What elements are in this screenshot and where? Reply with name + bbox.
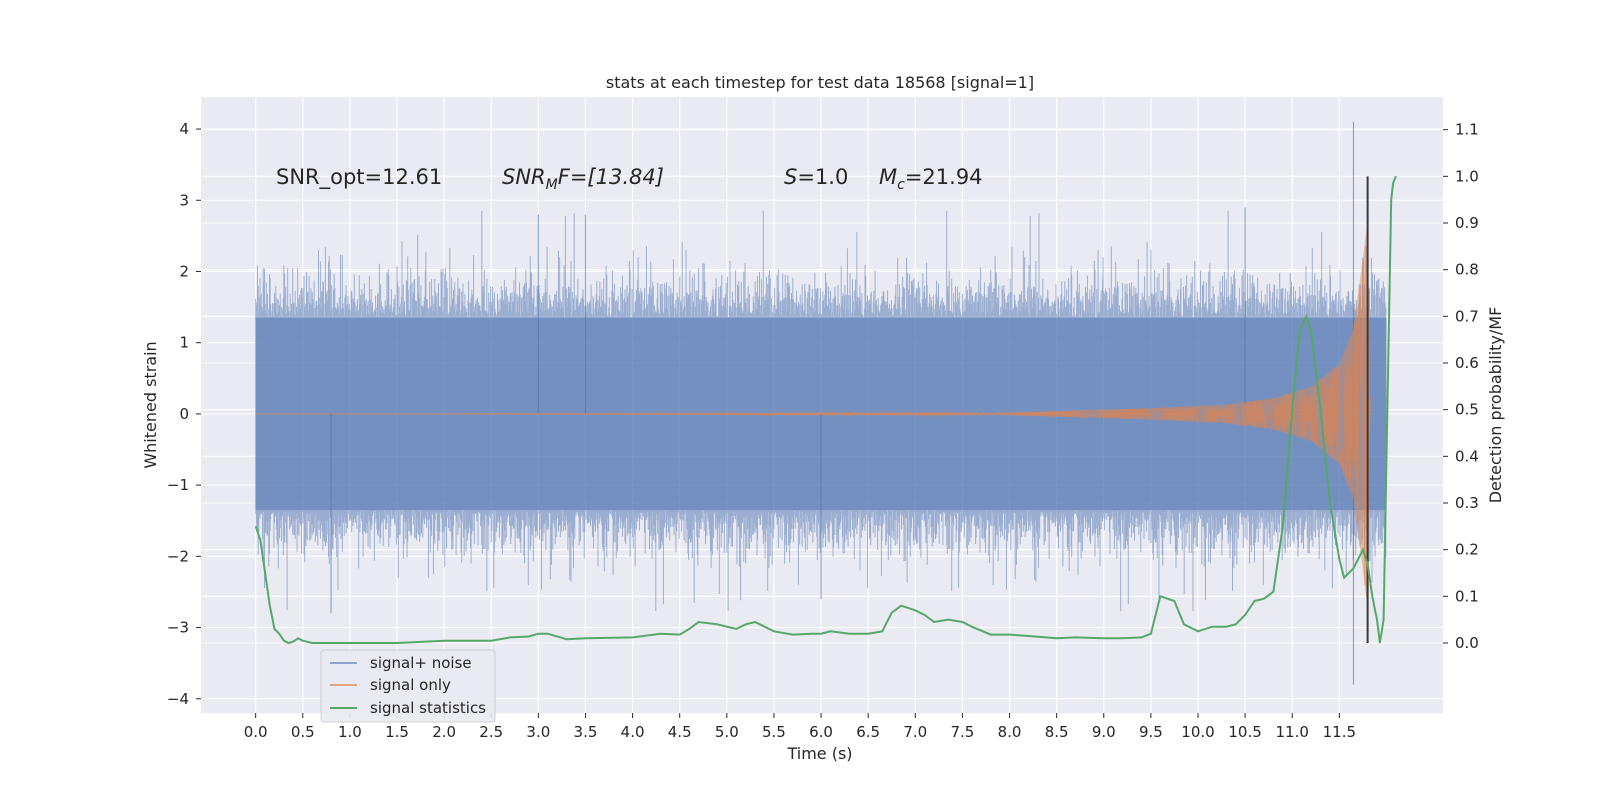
- y-tick-label: 1: [179, 334, 189, 352]
- x-tick-label: 5.0: [715, 723, 739, 741]
- annotation-snr-mf-symbol: SNR: [502, 165, 546, 189]
- x-tick-label: 3.0: [526, 723, 550, 741]
- x-tick-label: 8.5: [1045, 723, 1069, 741]
- x-tick-label: 1.0: [338, 723, 362, 741]
- x-tick-label: 8.0: [998, 723, 1022, 741]
- annotation-snr-mf-subscript: M: [546, 177, 558, 193]
- y2-tick-label: 0.6: [1455, 354, 1479, 372]
- legend-label-signal-noise: signal+ noise: [370, 654, 472, 672]
- annotation-snr-opt: SNR_opt=12.61: [276, 165, 442, 190]
- y2-tick-label: 0.4: [1455, 447, 1479, 465]
- x-tick-label: 11.0: [1276, 723, 1309, 741]
- signal-only-envelope: [255, 221, 1371, 607]
- y2-tick-label: 0.8: [1455, 261, 1479, 279]
- x-tick-label: 5.5: [762, 723, 786, 741]
- x-tick-label: 0.5: [291, 723, 315, 741]
- x-tick-label: 9.0: [1092, 723, 1116, 741]
- x-tick-label: 3.5: [574, 723, 598, 741]
- x-axis-label: Time (s): [786, 744, 852, 763]
- signal-statistics-line: [254, 175, 1397, 645]
- y2-tick-label: 0.5: [1455, 401, 1479, 419]
- y2-tick-label: 1.0: [1455, 167, 1479, 185]
- x-tick-label: 2.5: [479, 723, 503, 741]
- annotation-s-value: =1.0: [797, 165, 848, 189]
- legend: signal+ noise signal only signal statist…: [320, 649, 496, 723]
- y2-tick-label: 0.1: [1455, 587, 1479, 605]
- x-tick-label: 7.5: [950, 723, 974, 741]
- chart-title: stats at each timestep for test data 185…: [606, 73, 1034, 92]
- annotation-snr-mf: SNRMF=[13.84]: [502, 165, 664, 193]
- x-tick-label: 1.5: [385, 723, 409, 741]
- y-tick-label: −3: [167, 619, 189, 637]
- x-tick-label: 10.0: [1181, 723, 1214, 741]
- y2-tick-label: 0.3: [1455, 494, 1479, 512]
- signal-statistics-series: [254, 175, 1397, 645]
- annotation-mc-symbol: M: [879, 165, 897, 189]
- y-ticks: 4 3 2 1 0 −1 −2 −3 −4: [167, 120, 201, 708]
- x-tick-label: 9.5: [1139, 723, 1163, 741]
- x-tick-label: 10.5: [1228, 723, 1261, 741]
- y-tick-label: −1: [167, 476, 189, 494]
- y-tick-label: −2: [167, 547, 189, 565]
- y-tick-label: 0: [179, 405, 189, 423]
- y2-tick-label: 0.7: [1455, 307, 1479, 325]
- x-tick-label: 11.5: [1323, 723, 1356, 741]
- x-tick-label: 4.5: [668, 723, 692, 741]
- y-axis-label: Whitened strain: [141, 341, 160, 468]
- x-ticks: 0.0 0.5 1.0 1.5 2.0 2.5 3.0 3.5 4.0 4.5 5.0 5.5 6.0 6…: [244, 713, 1356, 741]
- x-tick-label: 4.0: [621, 723, 645, 741]
- annotation-s: S=1.0: [784, 165, 848, 189]
- annotation-snr-mf-value: F=[13.84]: [558, 165, 664, 189]
- signal-only-trace: [255, 246, 1371, 599]
- y-tick-label: 3: [179, 191, 189, 209]
- x-tick-label: 6.0: [809, 723, 833, 741]
- y2-tick-label: 0.9: [1455, 214, 1479, 232]
- legend-label-signal-only: signal only: [370, 676, 451, 694]
- y-tick-label: 4: [179, 120, 189, 138]
- legend-label-signal-statistics: signal statistics: [370, 699, 486, 717]
- y-tick-label: −4: [167, 690, 189, 708]
- annotation-mc-subscript: c: [897, 177, 905, 193]
- y2-axis-label: Detection probability/MF: [1486, 307, 1505, 504]
- y2-tick-label: 0.0: [1455, 634, 1479, 652]
- y2-tick-label: 1.1: [1455, 121, 1479, 139]
- annotation-s-symbol: S: [784, 165, 797, 189]
- x-tick-label: 6.5: [856, 723, 880, 741]
- signal-only-series: [255, 221, 1371, 607]
- x-tick-label: 0.0: [244, 723, 268, 741]
- x-tick-label: 7.0: [903, 723, 927, 741]
- annotation-mc: Mc=21.94: [879, 165, 983, 193]
- y2-tick-label: 0.2: [1455, 541, 1479, 559]
- y-tick-label: 2: [179, 262, 189, 280]
- legend-box: [320, 649, 496, 723]
- y2-ticks: 1.1 1.0 0.9 0.8 0.7 0.6 0.5 0.4 0.3 0.2 0.1 0.0: [1443, 121, 1479, 652]
- annotation-mc-value: =21.94: [905, 165, 983, 189]
- x-tick-label: 2.0: [432, 723, 456, 741]
